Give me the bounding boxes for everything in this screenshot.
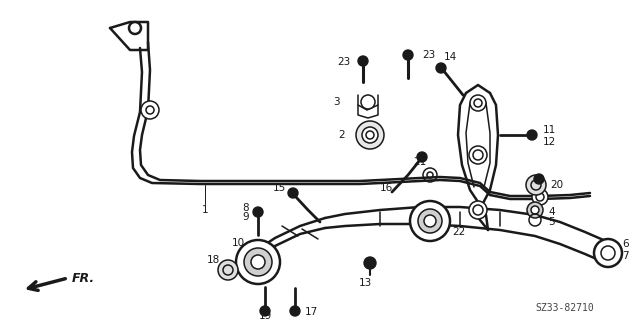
Circle shape [251, 255, 265, 269]
Circle shape [531, 206, 539, 214]
Circle shape [527, 202, 543, 218]
Text: 22: 22 [452, 227, 465, 237]
Text: 17: 17 [305, 307, 318, 317]
Circle shape [288, 188, 298, 198]
Text: 4: 4 [548, 207, 555, 217]
Text: 1: 1 [202, 205, 208, 215]
Text: 15: 15 [273, 183, 286, 193]
Text: 20: 20 [550, 180, 563, 190]
Circle shape [418, 209, 442, 233]
Circle shape [364, 257, 376, 269]
Circle shape [141, 101, 159, 119]
Text: 21: 21 [413, 157, 427, 167]
Circle shape [129, 22, 141, 34]
Circle shape [469, 146, 487, 164]
Text: 23: 23 [422, 50, 435, 60]
Circle shape [361, 95, 375, 109]
Text: 19: 19 [258, 311, 272, 320]
Circle shape [594, 239, 622, 267]
Circle shape [253, 207, 263, 217]
Text: 2: 2 [339, 130, 345, 140]
Circle shape [403, 50, 413, 60]
Circle shape [260, 306, 270, 316]
Circle shape [424, 215, 436, 227]
Circle shape [532, 189, 548, 205]
Text: 11: 11 [543, 125, 557, 135]
Text: 14: 14 [443, 52, 457, 62]
Text: 13: 13 [358, 278, 372, 288]
Text: 16: 16 [380, 183, 393, 193]
Text: 7: 7 [622, 251, 629, 261]
Circle shape [526, 175, 546, 195]
Text: 8: 8 [242, 203, 249, 213]
Circle shape [362, 127, 378, 143]
Circle shape [244, 248, 272, 276]
Circle shape [356, 121, 384, 149]
Text: 5: 5 [548, 217, 555, 227]
Text: 10: 10 [231, 238, 245, 248]
Text: 12: 12 [543, 137, 557, 147]
Text: 9: 9 [242, 212, 249, 222]
Circle shape [527, 130, 537, 140]
Circle shape [410, 201, 450, 241]
Circle shape [358, 56, 368, 66]
Text: 23: 23 [337, 57, 350, 67]
Circle shape [469, 201, 487, 219]
Text: FR.: FR. [72, 273, 95, 285]
Circle shape [470, 95, 486, 111]
Circle shape [436, 63, 446, 73]
Circle shape [534, 174, 544, 184]
Circle shape [417, 152, 427, 162]
Text: 3: 3 [334, 97, 340, 107]
Text: 18: 18 [206, 255, 220, 265]
Text: 6: 6 [622, 239, 629, 249]
Circle shape [236, 240, 280, 284]
Text: SZ33-82710: SZ33-82710 [535, 303, 594, 313]
Circle shape [290, 306, 300, 316]
Circle shape [218, 260, 238, 280]
